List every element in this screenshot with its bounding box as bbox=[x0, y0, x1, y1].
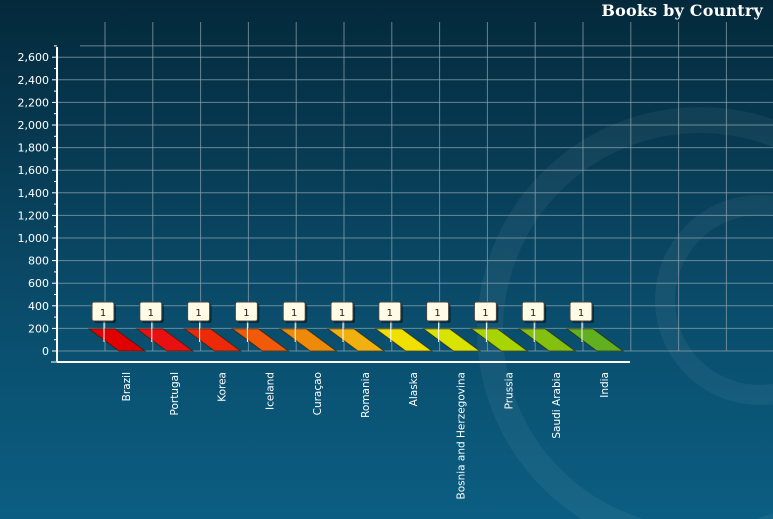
data-label-box bbox=[330, 301, 354, 322]
y-tick-label: 1,800 bbox=[18, 142, 50, 155]
data-label: 1 bbox=[100, 308, 106, 319]
bar[interactable] bbox=[422, 328, 482, 352]
bar[interactable] bbox=[517, 328, 577, 352]
data-label-box bbox=[426, 301, 450, 322]
data-label-box bbox=[91, 301, 115, 322]
data-label-box bbox=[473, 301, 497, 322]
data-label-box bbox=[282, 301, 306, 322]
x-tick-label: Korea bbox=[217, 372, 229, 402]
data-label-box bbox=[187, 301, 211, 322]
x-tick-label: Alaska bbox=[408, 372, 420, 406]
data-label: 1 bbox=[148, 308, 154, 319]
y-tick-label: 2,200 bbox=[18, 96, 50, 109]
data-label: 1 bbox=[578, 308, 584, 319]
y-tick-label: 1,600 bbox=[18, 164, 50, 177]
data-label: 1 bbox=[482, 308, 488, 319]
x-tick-label: Curaçao bbox=[312, 372, 324, 415]
data-label-box bbox=[378, 301, 402, 322]
bars bbox=[87, 328, 625, 352]
bar[interactable] bbox=[374, 328, 434, 352]
y-tick-label: 200 bbox=[28, 322, 49, 335]
data-label-box bbox=[521, 301, 545, 322]
bar[interactable] bbox=[326, 328, 386, 352]
data-label-box bbox=[234, 301, 258, 322]
bar[interactable] bbox=[135, 328, 195, 352]
data-label: 1 bbox=[195, 308, 201, 319]
data-labels: 1 1 1 1 1 1 1 1 1 1 1 bbox=[91, 301, 594, 342]
y-tick-label: 0 bbox=[42, 345, 49, 358]
x-tick-label: Bosnia and Herzegovina bbox=[456, 372, 468, 500]
data-label-box bbox=[139, 301, 163, 322]
x-tick-label: Romania bbox=[360, 372, 372, 418]
y-tick-label: 1,200 bbox=[18, 209, 50, 222]
bar[interactable] bbox=[87, 328, 147, 352]
y-tick-label: 1,000 bbox=[18, 232, 50, 245]
y-axis-ticks: 0 200 400 600 800 1,000 1,200 1,400 1,600 1,800 2,… bbox=[18, 45, 57, 358]
x-axis-labels: Brazil Portugal Korea Iceland Curaçao Romania… bbox=[121, 372, 611, 500]
data-label-box bbox=[569, 301, 593, 322]
decor-arc bbox=[655, 195, 773, 405]
data-label: 1 bbox=[387, 308, 393, 319]
y-tick-label: 2,600 bbox=[18, 51, 50, 64]
y-tick-label: 600 bbox=[28, 277, 49, 290]
y-tick-label: 800 bbox=[28, 255, 49, 268]
x-tick-label: Iceland bbox=[264, 372, 276, 410]
data-label: 1 bbox=[339, 308, 345, 319]
bar[interactable] bbox=[565, 328, 625, 352]
x-tick-label: Portugal bbox=[169, 372, 181, 416]
x-tick-label: Prussia bbox=[503, 372, 515, 409]
x-tick-label: Saudi Arabia bbox=[551, 372, 563, 439]
bar[interactable] bbox=[278, 328, 338, 352]
y-tick-label: 400 bbox=[28, 300, 49, 313]
y-tick-label: 2,000 bbox=[18, 119, 50, 132]
data-label: 1 bbox=[291, 308, 297, 319]
data-label: 1 bbox=[530, 308, 536, 319]
bar[interactable] bbox=[469, 328, 529, 352]
chart-title: Books by Country bbox=[601, 1, 763, 20]
grid-lines bbox=[57, 22, 773, 352]
bar[interactable] bbox=[230, 328, 290, 352]
bar[interactable] bbox=[183, 328, 243, 352]
y-tick-label: 2,400 bbox=[18, 74, 50, 87]
data-label: 1 bbox=[243, 308, 249, 319]
data-label: 1 bbox=[434, 308, 440, 319]
x-tick-label: India bbox=[599, 372, 611, 398]
x-tick-label: Brazil bbox=[121, 372, 133, 401]
y-tick-label: 1,400 bbox=[18, 187, 50, 200]
